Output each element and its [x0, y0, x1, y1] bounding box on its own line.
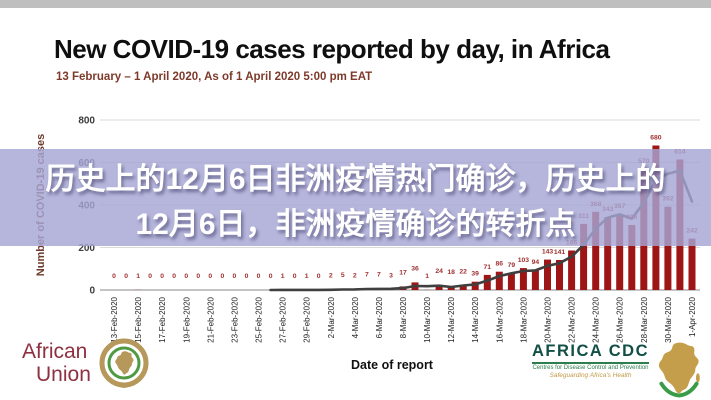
svg-text:0: 0: [245, 273, 249, 280]
svg-text:17: 17: [399, 269, 407, 276]
svg-text:5: 5: [341, 272, 345, 279]
svg-text:27-Feb-2020: 27-Feb-2020: [279, 296, 288, 342]
svg-text:8-Mar-2020: 8-Mar-2020: [399, 296, 408, 338]
svg-text:143: 143: [542, 249, 554, 256]
svg-text:39: 39: [471, 271, 479, 278]
svg-text:0: 0: [160, 273, 164, 280]
svg-text:1: 1: [425, 273, 429, 280]
svg-text:23-Feb-2020: 23-Feb-2020: [230, 296, 239, 342]
svg-text:1-Apr-2020: 1-Apr-2020: [688, 296, 697, 337]
svg-text:19-Feb-2020: 19-Feb-2020: [182, 296, 191, 342]
svg-text:79: 79: [508, 262, 516, 269]
svg-text:2: 2: [353, 273, 357, 280]
africa-cdc-tagline: Safeguarding Africa's Health: [549, 371, 632, 379]
svg-text:800: 800: [78, 116, 95, 127]
svg-text:141: 141: [554, 249, 566, 256]
svg-text:24: 24: [435, 268, 443, 275]
svg-text:0: 0: [196, 273, 200, 280]
svg-text:36: 36: [411, 265, 419, 272]
svg-text:24-Mar-2020: 24-Mar-2020: [592, 296, 601, 342]
svg-text:0: 0: [148, 273, 152, 280]
svg-text:7: 7: [365, 272, 369, 279]
svg-text:680: 680: [650, 135, 662, 142]
svg-text:0: 0: [233, 273, 237, 280]
news-banner: 历史上的12月6日非洲疫情热门确诊，历史上的 12月6日，非洲疫情确诊的转折点: [0, 149, 711, 246]
svg-text:30-Mar-2020: 30-Mar-2020: [664, 296, 673, 342]
africa-cdc-logo: AFRICA CDC Centres for Disease Control a…: [531, 342, 705, 398]
svg-text:103: 103: [518, 257, 530, 264]
svg-text:2: 2: [329, 273, 333, 280]
svg-text:0: 0: [184, 273, 188, 280]
svg-text:25-Feb-2020: 25-Feb-2020: [255, 296, 264, 342]
au-word-union: Union: [36, 363, 91, 386]
svg-text:0: 0: [89, 286, 95, 297]
svg-text:26-Mar-2020: 26-Mar-2020: [616, 296, 625, 342]
africa-cdc-divider: [531, 362, 649, 364]
top-gray-strip: [0, 0, 711, 8]
svg-text:1: 1: [281, 273, 285, 280]
chart-title: New COVID-19 cases reported by day, in A…: [54, 34, 610, 64]
svg-text:0: 0: [112, 273, 116, 280]
svg-text:200: 200: [78, 243, 95, 254]
banner-line-2: 12月6日，非洲疫情确诊的转折点: [135, 208, 576, 241]
svg-text:16-Mar-2020: 16-Mar-2020: [495, 296, 504, 342]
africa-cdc-title: AFRICA CDC: [531, 342, 649, 360]
svg-text:4-Mar-2020: 4-Mar-2020: [351, 296, 360, 338]
svg-text:22: 22: [459, 268, 467, 275]
svg-text:0: 0: [317, 273, 321, 280]
svg-text:1: 1: [305, 273, 309, 280]
svg-text:0: 0: [221, 273, 225, 280]
african-union-logo: African Union: [22, 336, 151, 390]
svg-text:18-Mar-2020: 18-Mar-2020: [519, 296, 528, 342]
svg-text:2-Mar-2020: 2-Mar-2020: [327, 296, 336, 338]
svg-text:17-Feb-2020: 17-Feb-2020: [158, 296, 167, 342]
svg-text:1: 1: [136, 273, 140, 280]
au-word-african: African: [22, 340, 88, 363]
svg-text:10-Mar-2020: 10-Mar-2020: [423, 296, 432, 342]
african-union-label: African Union: [22, 340, 91, 386]
svg-text:0: 0: [269, 273, 273, 280]
svg-text:13-Feb-2020: 13-Feb-2020: [110, 296, 119, 342]
svg-text:21-Feb-2020: 21-Feb-2020: [206, 296, 215, 342]
svg-text:0: 0: [257, 273, 261, 280]
svg-text:28-Mar-2020: 28-Mar-2020: [640, 296, 649, 342]
svg-text:94: 94: [532, 259, 540, 266]
svg-text:12-Mar-2020: 12-Mar-2020: [447, 296, 456, 342]
svg-text:0: 0: [208, 273, 212, 280]
svg-text:7: 7: [377, 272, 381, 279]
banner-line-1: 历史上的12月6日非洲疫情热门确诊，历史上的: [45, 163, 666, 196]
africa-cdc-subtitle: Centres for Disease Control and Preventi…: [532, 364, 649, 371]
chart-subtitle: 13 February – 1 April 2020, As of 1 Apri…: [56, 71, 373, 83]
svg-text:0: 0: [124, 273, 128, 280]
svg-text:3: 3: [389, 272, 393, 279]
svg-text:6-Mar-2020: 6-Mar-2020: [375, 296, 384, 338]
svg-text:86: 86: [496, 261, 504, 268]
svg-text:18: 18: [447, 269, 455, 276]
svg-text:0: 0: [172, 273, 176, 280]
svg-text:71: 71: [484, 264, 492, 271]
svg-text:29-Feb-2020: 29-Feb-2020: [303, 296, 312, 342]
african-union-emblem-icon: [99, 338, 149, 389]
svg-text:0: 0: [293, 273, 297, 280]
svg-text:14-Mar-2020: 14-Mar-2020: [471, 296, 480, 342]
svg-text:15-Feb-2020: 15-Feb-2020: [134, 296, 143, 342]
svg-text:22-Mar-2020: 22-Mar-2020: [568, 296, 577, 342]
africa-map-icon: [658, 342, 700, 398]
svg-text:20-Mar-2020: 20-Mar-2020: [544, 296, 553, 342]
svg-text:Date of report: Date of report: [351, 358, 434, 372]
